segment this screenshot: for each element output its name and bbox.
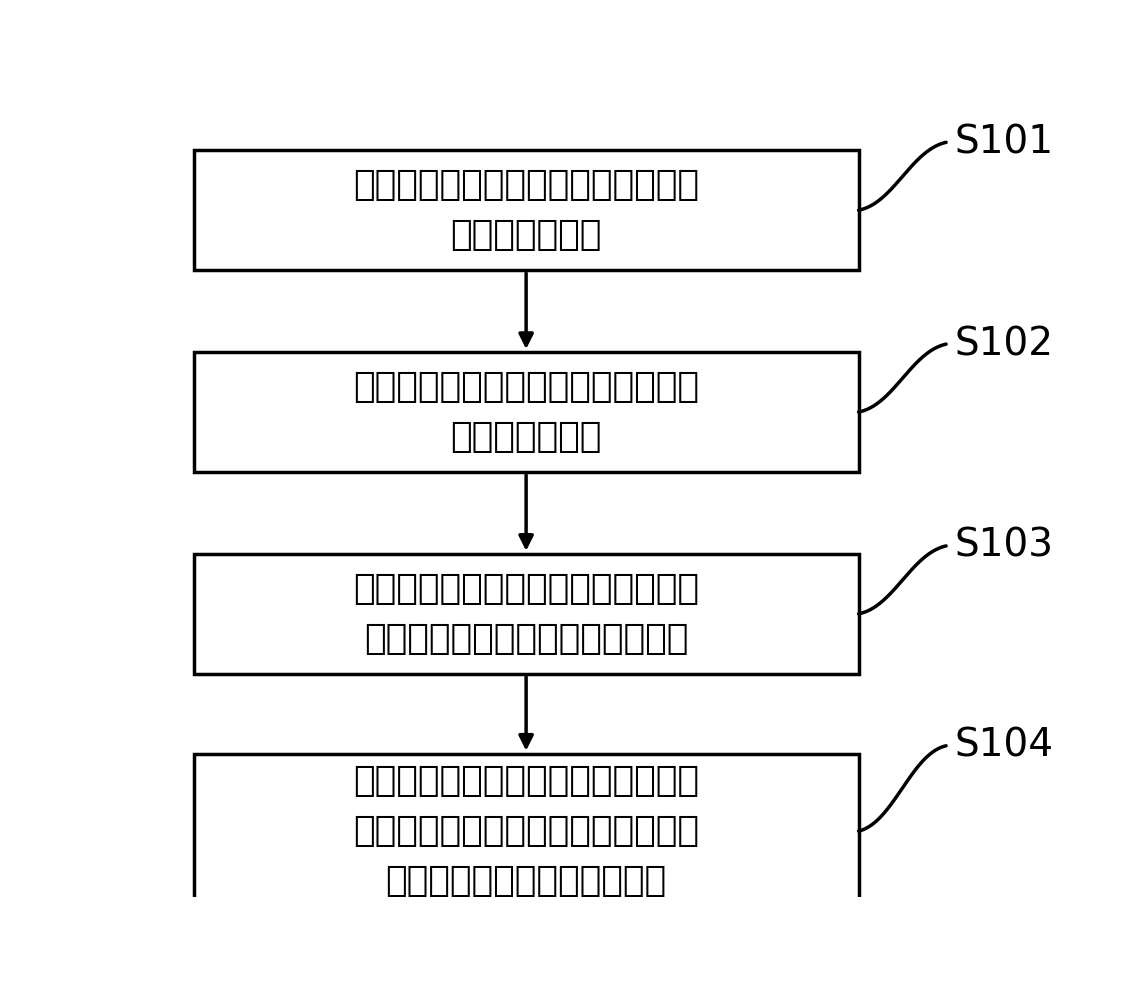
Text: 当检测当前环境二氧化碳气体的浓度
时，根据当前的测量浓度和变化关系
得到二氧化碳气体的实际浓度: 当检测当前环境二氧化碳气体的浓度 时，根据当前的测量浓度和变化关系 得到二氧化碳…: [353, 764, 699, 898]
Bar: [194, 352, 859, 472]
Bar: [194, 553, 859, 674]
Text: 获取预设环境温度下的环境二氧化碳
气体的标准浓度: 获取预设环境温度下的环境二氧化碳 气体的标准浓度: [353, 168, 699, 252]
Bar: [194, 754, 859, 909]
Text: 根据标准浓度和多个测量浓度得到二
氧化碳浓度随温度变化的变化关系: 根据标准浓度和多个测量浓度得到二 氧化碳浓度随温度变化的变化关系: [353, 572, 699, 656]
Text: S104: S104: [955, 727, 1053, 765]
Text: S103: S103: [955, 527, 1053, 564]
Bar: [194, 150, 859, 270]
Text: S101: S101: [955, 123, 1054, 161]
Text: S102: S102: [955, 326, 1053, 363]
Text: 改变环境温度，并获取二氧化碳气体
的多个测量浓度: 改变环境温度，并获取二氧化碳气体 的多个测量浓度: [353, 370, 699, 455]
